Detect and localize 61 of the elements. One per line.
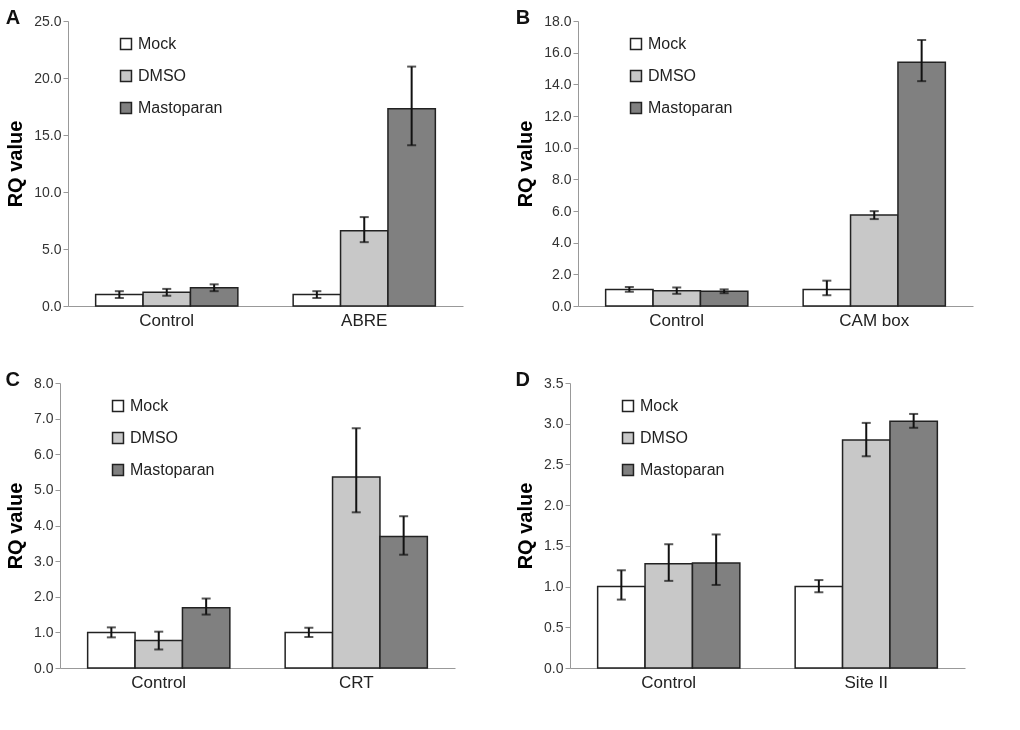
y-tick-label: 1.0 — [34, 623, 54, 640]
y-tick-label: 20.0 — [34, 69, 62, 86]
y-tick-label: 10.0 — [544, 139, 572, 156]
y-axis-title: RQ value — [514, 120, 537, 208]
chart-title: A — [5, 6, 21, 28]
y-tick-label: 5.0 — [34, 481, 54, 498]
y-tick-label: 14.0 — [544, 75, 572, 92]
y-tick-label: 2.5 — [544, 455, 564, 472]
legend-label: DMSO — [640, 429, 688, 446]
chart-title: C — [5, 368, 20, 390]
y-tick-label: 15.0 — [34, 126, 62, 143]
legend-label: DMSO — [648, 67, 696, 84]
legend-label: Mock — [648, 35, 688, 52]
legend-label: Mock — [640, 397, 680, 414]
y-tick-label: 1.0 — [544, 578, 564, 595]
legend-label: Mastoparan — [648, 99, 733, 116]
legend-label: DMSO — [130, 429, 178, 446]
y-tick-label: 4.0 — [34, 517, 54, 533]
x-tick-label: Control — [139, 310, 195, 330]
y-tick-label: 3.0 — [544, 415, 564, 432]
y-tick-label: 8.0 — [552, 170, 572, 187]
y-tick-label: 7.0 — [34, 410, 54, 427]
legend-label: DMSO — [138, 67, 186, 84]
y-tick-label: 2.0 — [34, 588, 54, 605]
y-tick-label: 8.0 — [34, 374, 54, 391]
chart-title: B — [515, 6, 531, 28]
legend-label: Mastoparan — [138, 99, 223, 116]
y-tick-label: 12.0 — [544, 107, 572, 124]
y-tick-label: 3.0 — [34, 552, 54, 569]
y-tick-label: 6.0 — [552, 202, 572, 219]
y-tick-label: 2.0 — [552, 265, 572, 282]
x-tick-label: ABRE — [341, 310, 388, 330]
y-tick-label: 1.5 — [544, 537, 564, 554]
x-tick-label: CAM box — [839, 310, 910, 330]
legend-label: Mastoparan — [640, 461, 725, 478]
y-tick-label: 3.5 — [544, 374, 564, 391]
y-tick-label: 10.0 — [34, 183, 62, 200]
x-tick-label: Control — [641, 672, 697, 692]
y-tick-label: 0.5 — [544, 618, 564, 635]
y-tick-label: 16.0 — [544, 44, 572, 61]
x-tick-label: Control — [131, 672, 187, 692]
x-tick-label: CRT — [338, 672, 374, 692]
y-tick-label: 5.0 — [42, 240, 62, 257]
y-axis-title: RQ value — [4, 482, 27, 570]
y-tick-label: 25.0 — [34, 12, 62, 29]
legend-label: Mastoparan — [130, 461, 215, 478]
y-tick-label: 2.0 — [544, 496, 564, 513]
y-tick-label: 0.0 — [552, 297, 572, 314]
legend-label: Mock — [138, 35, 178, 52]
y-axis-title: RQ value — [514, 482, 537, 570]
legend-label: Mock — [130, 397, 170, 414]
y-tick-label: 0.0 — [544, 659, 564, 676]
y-tick-label: 6.0 — [34, 445, 54, 462]
y-tick-label: 0.0 — [42, 297, 62, 314]
x-tick-label: Site II — [844, 672, 888, 692]
y-tick-label: 18.0 — [544, 12, 572, 29]
y-axis-title: RQ value — [4, 120, 27, 208]
chart-title: D — [515, 368, 530, 390]
y-tick-label: 4.0 — [552, 234, 572, 251]
x-tick-label: Control — [649, 310, 705, 330]
y-tick-label: 0.0 — [34, 659, 54, 676]
